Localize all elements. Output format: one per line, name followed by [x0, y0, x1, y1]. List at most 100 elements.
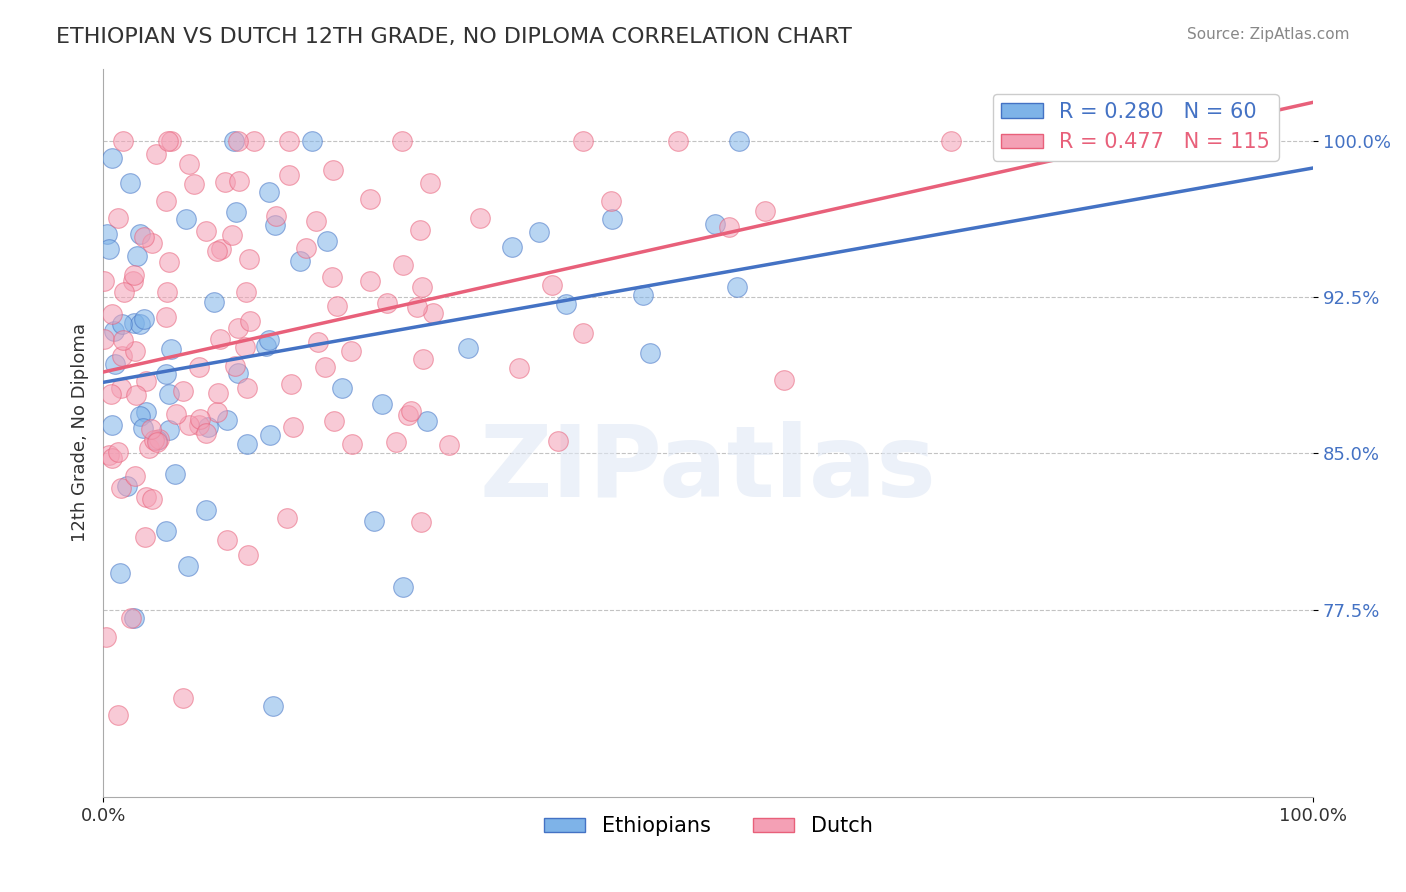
Point — [115, 479, 138, 493]
Point — [278, 169, 301, 183]
Point — [122, 268, 145, 283]
Point — [100, 386, 122, 401]
Point — [207, 385, 229, 400]
Point — [600, 194, 623, 208]
Point — [233, 340, 256, 354]
Point — [214, 175, 236, 189]
Point — [101, 450, 124, 465]
Point — [156, 134, 179, 148]
Point — [554, 297, 576, 311]
Point — [194, 502, 217, 516]
Point — [155, 194, 177, 208]
Point — [110, 381, 132, 395]
Point — [107, 445, 129, 459]
Point — [257, 333, 280, 347]
Point — [142, 434, 165, 448]
Point — [259, 427, 281, 442]
Point — [205, 244, 228, 258]
Point — [939, 134, 962, 148]
Point — [141, 492, 163, 507]
Point — [156, 285, 179, 299]
Point — [138, 441, 160, 455]
Point — [209, 242, 232, 256]
Point — [94, 630, 117, 644]
Point — [326, 299, 349, 313]
Point — [174, 212, 197, 227]
Point — [160, 343, 183, 357]
Point — [602, 212, 624, 227]
Point — [243, 134, 266, 148]
Point — [236, 549, 259, 563]
Point — [122, 274, 145, 288]
Point — [1067, 134, 1090, 148]
Point — [391, 258, 413, 272]
Point — [340, 344, 363, 359]
Point — [195, 224, 218, 238]
Point — [725, 279, 748, 293]
Point — [122, 317, 145, 331]
Point — [301, 134, 323, 148]
Point — [718, 219, 741, 234]
Point — [276, 511, 298, 525]
Point — [392, 580, 415, 594]
Point — [330, 381, 353, 395]
Point — [225, 205, 247, 219]
Point — [145, 147, 167, 161]
Point — [172, 384, 194, 398]
Point — [772, 374, 794, 388]
Point — [254, 339, 277, 353]
Point — [148, 432, 170, 446]
Point — [208, 332, 231, 346]
Point — [108, 566, 131, 580]
Point — [128, 317, 150, 331]
Point — [129, 227, 152, 241]
Point — [547, 434, 569, 449]
Point — [416, 414, 439, 428]
Point — [163, 467, 186, 482]
Point — [638, 346, 661, 360]
Point — [226, 321, 249, 335]
Point — [125, 388, 148, 402]
Legend: Ethiopians, Dutch: Ethiopians, Dutch — [536, 808, 882, 845]
Point — [104, 357, 127, 371]
Point — [98, 242, 121, 256]
Point — [135, 405, 157, 419]
Point — [363, 514, 385, 528]
Point — [120, 611, 142, 625]
Point — [111, 349, 134, 363]
Point — [572, 134, 595, 148]
Point — [157, 423, 180, 437]
Point — [111, 318, 134, 332]
Point — [315, 235, 337, 249]
Point — [235, 381, 257, 395]
Point — [281, 420, 304, 434]
Point — [160, 134, 183, 148]
Point — [323, 414, 346, 428]
Point — [422, 306, 444, 320]
Point — [103, 324, 125, 338]
Point — [190, 412, 212, 426]
Point — [236, 436, 259, 450]
Point — [264, 219, 287, 233]
Point — [124, 344, 146, 359]
Point — [183, 177, 205, 191]
Point — [307, 334, 329, 349]
Text: Source: ZipAtlas.com: Source: ZipAtlas.com — [1187, 27, 1350, 42]
Point — [508, 361, 530, 376]
Point — [157, 255, 180, 269]
Point — [264, 209, 287, 223]
Point — [132, 421, 155, 435]
Point — [375, 295, 398, 310]
Point — [125, 249, 148, 263]
Point — [391, 134, 413, 148]
Point — [419, 177, 441, 191]
Point — [100, 151, 122, 165]
Point — [396, 409, 419, 423]
Point — [195, 426, 218, 441]
Point — [411, 515, 433, 529]
Point — [406, 300, 429, 314]
Point — [197, 419, 219, 434]
Point — [342, 436, 364, 450]
Point — [146, 434, 169, 449]
Point — [728, 134, 751, 148]
